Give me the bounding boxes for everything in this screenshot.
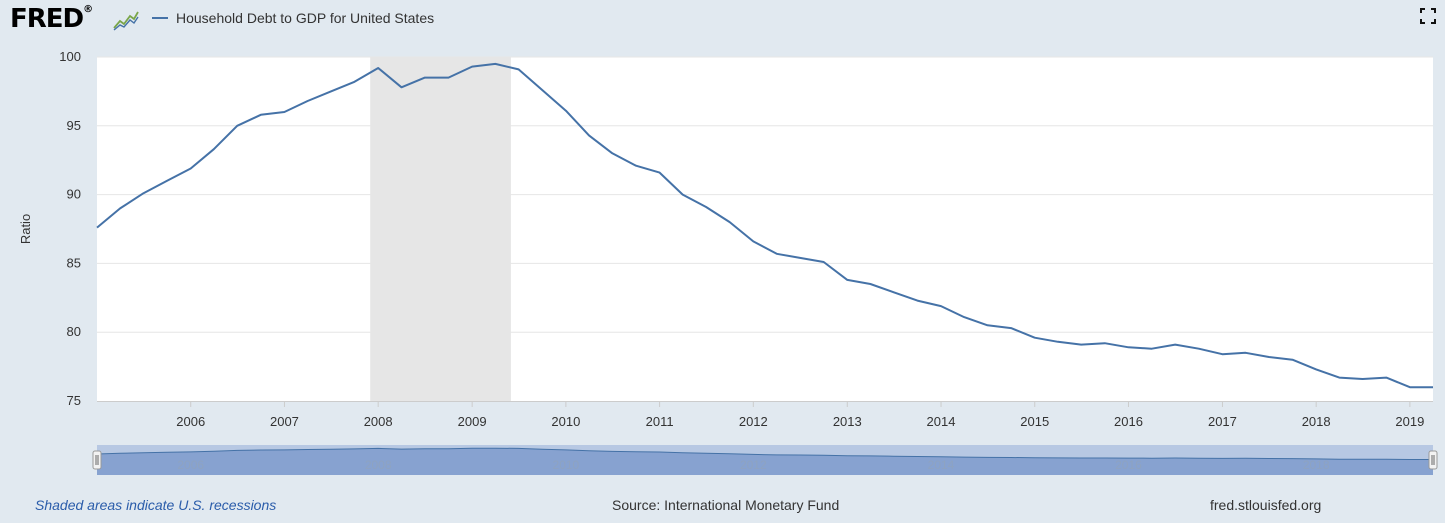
- y-tick-label-75: 75: [67, 393, 81, 408]
- grid-layer: [97, 56, 1433, 333]
- fred-logo-text: FRED: [10, 4, 84, 34]
- x-tick-label-2015: 2015: [1020, 414, 1049, 429]
- line-graph-icon: [112, 8, 140, 32]
- navigator-handle-right[interactable]: [1428, 450, 1438, 470]
- fred-logo[interactable]: FRED®: [10, 4, 93, 34]
- navigator-tick-label-2012: 2012: [740, 458, 767, 472]
- x-tick-label-2010: 2010: [551, 414, 580, 429]
- x-tick-label-2006: 2006: [176, 414, 205, 429]
- chart-header: FRED® Household Debt to GDP for United S…: [0, 0, 1445, 40]
- registered-mark: ®: [83, 4, 93, 15]
- fullscreen-icon[interactable]: [1420, 8, 1436, 24]
- navigator-series-line: [96, 447, 1433, 460]
- y-tick-label-100: 100: [59, 49, 81, 64]
- navigator[interactable]: 2006 2008 2010 2012 2014 2016 2018: [92, 445, 1438, 475]
- y-tick-label-80: 80: [67, 324, 81, 339]
- navigator-tick-label-2016: 2016: [1115, 458, 1142, 472]
- x-tick-label-2009: 2009: [458, 414, 487, 429]
- y-tick-label-85: 85: [67, 255, 81, 270]
- navigator-tick-label-2018: 2018: [1303, 458, 1330, 472]
- y-tick-label-95: 95: [67, 118, 81, 133]
- recession-band-0: [370, 57, 511, 401]
- x-tick-label-2013: 2013: [833, 414, 862, 429]
- recession-layer: [370, 57, 511, 401]
- navigator-tick-label-2006: 2006: [177, 458, 204, 472]
- y-tick-label-90: 90: [67, 187, 81, 202]
- y-axis-label: Ratio: [18, 214, 33, 244]
- x-tick-label-2011: 2011: [646, 414, 674, 429]
- x-tick-label-2018: 2018: [1302, 414, 1331, 429]
- source-label: Source: International Monetary Fund: [612, 497, 840, 513]
- navigator-tick-label-2008: 2008: [365, 458, 392, 472]
- plot-area: [97, 57, 1433, 401]
- recession-note-link[interactable]: Shaded areas indicate U.S. recessions: [35, 497, 277, 513]
- legend-series-label: Household Debt to GDP for United States: [176, 10, 435, 26]
- x-tick-label-2016: 2016: [1114, 414, 1143, 429]
- legend[interactable]: Household Debt to GDP for United States: [152, 10, 434, 26]
- x-tick-label-2014: 2014: [927, 414, 956, 429]
- navigator-handle-left[interactable]: [92, 450, 102, 470]
- x-tick-label-2019: 2019: [1395, 414, 1424, 429]
- series-line-0: [96, 62, 1433, 389]
- legend-swatch: [152, 17, 168, 19]
- navigator-series-area: [97, 448, 1433, 475]
- x-tick-label-2012: 2012: [739, 414, 768, 429]
- x-tick-label-2007: 2007: [270, 414, 299, 429]
- axis-layer: 75 80 85 90 95 100 2006 2007 2008 2009 2010 2011 201…: [59, 49, 1433, 429]
- x-tick-label-2008: 2008: [364, 414, 393, 429]
- navigator-tick-label-2010: 2010: [553, 458, 580, 472]
- x-tick-label-2017: 2017: [1208, 414, 1237, 429]
- series-layer: [96, 62, 1433, 389]
- fred-url-link[interactable]: fred.stlouisfed.org: [1210, 497, 1322, 513]
- navigator-tick-label-2014: 2014: [928, 458, 955, 472]
